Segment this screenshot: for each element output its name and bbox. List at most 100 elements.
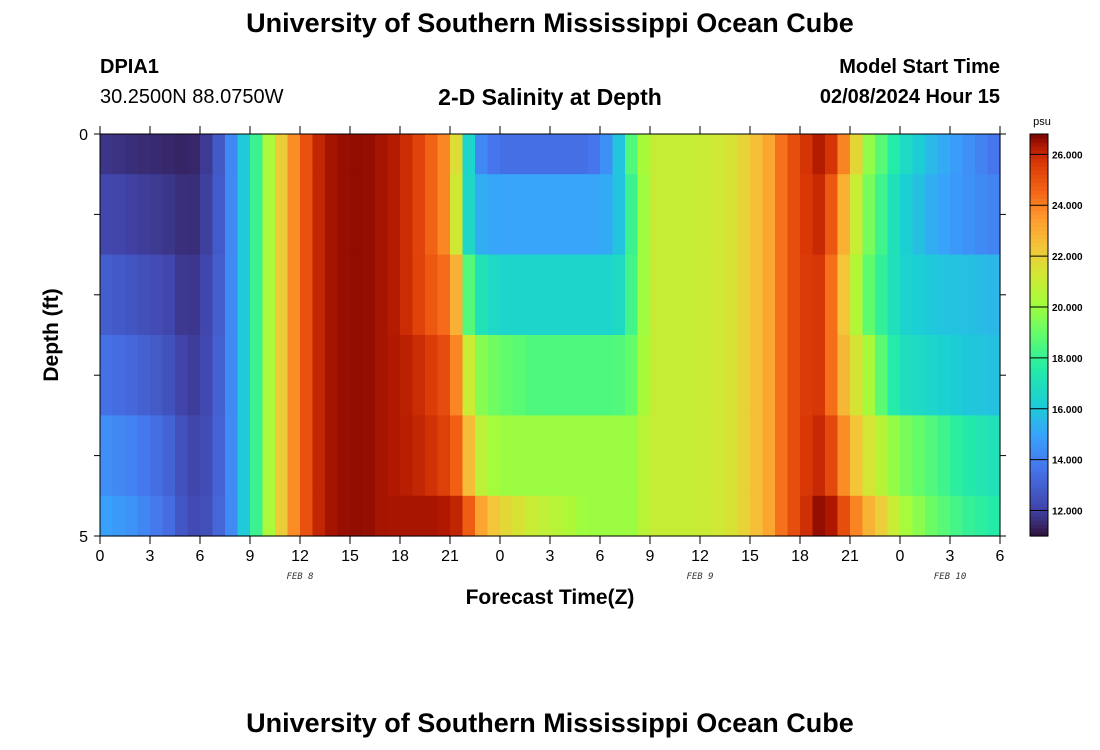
colorbar-strip	[1030, 290, 1048, 296]
colorbar-strip	[1030, 226, 1048, 232]
heatmap-cell	[750, 174, 764, 256]
heatmap-cell	[650, 134, 664, 175]
colorbar-strip	[1030, 339, 1048, 344]
heatmap-cell	[100, 415, 114, 497]
colorbar-strip	[1030, 343, 1048, 348]
colorbar-strip	[1030, 198, 1048, 203]
heatmap-cell	[175, 415, 189, 497]
heatmap-cell	[675, 415, 689, 497]
heatmap-cell	[475, 415, 489, 497]
colorbar-strip	[1030, 531, 1048, 537]
heatmap-cell	[712, 415, 726, 497]
heatmap-cell	[137, 174, 151, 256]
heatmap-cell	[837, 254, 851, 336]
heatmap-cell	[975, 174, 989, 256]
heatmap-cell	[362, 134, 376, 175]
x-tick-label: 15	[741, 548, 759, 565]
colorbar-strip	[1030, 170, 1048, 175]
colorbar-strip	[1030, 379, 1048, 384]
heatmap-cell	[612, 335, 626, 416]
heatmap-cell	[675, 174, 689, 256]
heatmap-cell	[125, 134, 139, 175]
heatmap-cell	[275, 415, 289, 497]
heatmap-cell	[100, 335, 114, 416]
heatmap-cell	[875, 495, 889, 537]
colorbar-strip	[1030, 467, 1048, 473]
heatmap-cell	[287, 254, 301, 336]
heatmap-cell	[225, 134, 239, 175]
heatmap-cell	[550, 174, 564, 256]
heatmap-cell	[162, 254, 176, 336]
heatmap-cell	[150, 174, 164, 256]
heatmap-cell	[937, 134, 951, 175]
heatmap-cell	[250, 134, 264, 175]
heatmap-cell	[700, 335, 714, 416]
heatmap-cell	[250, 174, 264, 256]
x-tick-label: 15	[341, 548, 359, 565]
heatmap-cell	[150, 254, 164, 336]
heatmap-cell	[187, 254, 201, 336]
heatmap-cell	[350, 335, 364, 416]
heatmap-cell	[887, 415, 901, 497]
colorbar-strip	[1030, 254, 1048, 260]
heatmap-cell	[612, 134, 626, 175]
heatmap-cell	[125, 495, 139, 537]
heatmap-cell	[975, 134, 989, 175]
heatmap-cell	[750, 254, 764, 336]
heatmap-cell	[400, 134, 414, 175]
heatmap-cell	[637, 415, 651, 497]
heatmap-cell	[762, 415, 776, 497]
heatmap-cell	[375, 134, 389, 175]
heatmap-cell	[337, 174, 351, 256]
heatmap-cell	[200, 415, 214, 497]
colorbar-strip	[1030, 250, 1048, 256]
heatmap-cell	[250, 254, 264, 336]
heatmap-cell	[500, 335, 514, 416]
heatmap-cell	[812, 335, 826, 416]
heatmap-cell	[400, 415, 414, 497]
heatmap-cell	[500, 415, 514, 497]
heatmap-cell	[762, 335, 776, 416]
heatmap-cell	[275, 134, 289, 175]
heatmap-cell	[725, 254, 739, 336]
heatmap-cell	[487, 174, 501, 256]
heatmap-cell	[225, 174, 239, 256]
heatmap-cell	[612, 415, 626, 497]
heatmap-cell	[850, 415, 864, 497]
colorbar-strip	[1030, 162, 1048, 167]
colorbar-strip	[1030, 487, 1048, 493]
heatmap-cell	[475, 495, 489, 537]
heatmap-cell	[787, 134, 801, 175]
colorbar-strip	[1030, 451, 1048, 457]
x-tick-label: 21	[841, 548, 859, 565]
heatmap-cell	[250, 335, 264, 416]
colorbar-strip	[1030, 322, 1048, 328]
heatmap-cell	[975, 415, 989, 497]
heatmap-cell	[737, 335, 751, 416]
heatmap-cell	[500, 254, 514, 336]
colorbar-strip	[1030, 218, 1048, 224]
colorbar-strip	[1030, 330, 1048, 336]
colorbar-strip	[1030, 395, 1048, 400]
heatmap-cell	[362, 495, 376, 537]
heatmap-cell	[737, 495, 751, 537]
heatmap-cell	[237, 254, 251, 336]
colorbar-strip	[1030, 363, 1048, 368]
heatmap-cell	[525, 415, 539, 497]
heatmap-cell	[300, 495, 314, 537]
heatmap-cell	[825, 134, 839, 175]
heatmap-cell	[562, 415, 576, 497]
heatmap-cell	[700, 415, 714, 497]
colorbar-strip	[1030, 174, 1048, 179]
heatmap-cell	[687, 254, 701, 336]
colorbar-strip	[1030, 146, 1048, 151]
colorbar-strip	[1030, 206, 1048, 211]
heatmap-cell	[800, 134, 814, 175]
heatmap-cell	[275, 335, 289, 416]
heatmap-cell	[287, 335, 301, 416]
heatmap-cell	[750, 335, 764, 416]
heatmap-cell	[325, 415, 339, 497]
heatmap-cell	[550, 134, 564, 175]
heatmap-cell	[962, 415, 976, 497]
